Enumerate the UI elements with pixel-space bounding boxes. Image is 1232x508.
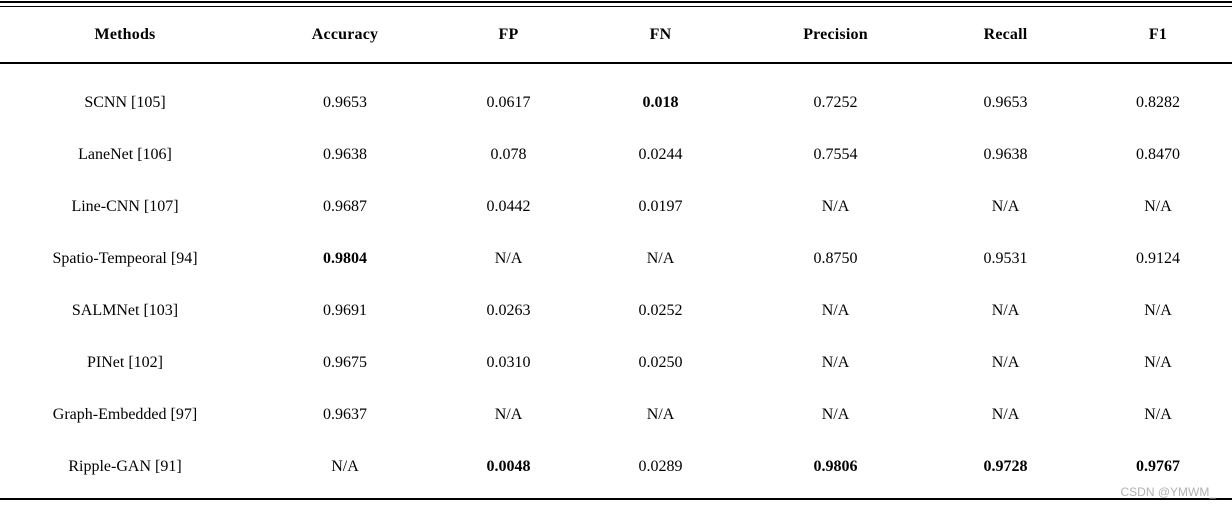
value-cell: N/A [991, 302, 1020, 319]
table-header-row: Methods Accuracy FP FN Precision Recall … [0, 7, 1232, 64]
value-cell: 0.8750 [813, 250, 858, 267]
value-cell: 0.0244 [638, 146, 683, 163]
value-cell: 0.8282 [1136, 94, 1180, 111]
table-row: PINet [102] 0.9675 0.0310 0.0250 N/A N/A N/A [0, 337, 1232, 389]
column-header-f1: F1 [1084, 7, 1232, 64]
column-header-methods: Methods [0, 7, 250, 64]
value-cell: 0.9531 [983, 250, 1028, 267]
value-cell: 0.8470 [1136, 146, 1180, 163]
value-cell: 0.018 [642, 94, 679, 111]
value-cell: 0.0289 [638, 458, 683, 475]
method-cell: Spatio-Tempeoral [94] [52, 250, 198, 267]
value-cell: N/A [494, 250, 523, 267]
results-table: Methods Accuracy FP FN Precision Recall … [0, 7, 1232, 493]
value-cell: N/A [991, 354, 1020, 371]
value-cell: N/A [1144, 302, 1172, 319]
value-cell: 0.9804 [323, 250, 367, 267]
value-cell: N/A [821, 406, 850, 423]
value-cell: N/A [646, 406, 675, 423]
value-cell: 0.0310 [486, 354, 531, 371]
value-cell: 0.078 [490, 146, 527, 163]
value-cell: 0.7554 [813, 146, 858, 163]
value-cell: N/A [821, 354, 850, 371]
value-cell: 0.9691 [323, 302, 367, 319]
value-cell: 0.0252 [638, 302, 683, 319]
table-top-rule-thin [0, 6, 1232, 7]
method-cell: Graph-Embedded [97] [52, 406, 198, 423]
table-row: SCNN [105] 0.9653 0.0617 0.018 0.7252 0.9653 0… [0, 77, 1232, 129]
table-row: Spatio-Tempeoral [94] 0.9804 N/A N/A 0.8750 0… [0, 233, 1232, 285]
method-cell: SCNN [105] [84, 94, 166, 111]
table-body: SCNN [105] 0.9653 0.0617 0.018 0.7252 0.9653 0… [0, 63, 1232, 493]
value-cell: 0.9675 [323, 354, 367, 371]
csdn-watermark: CSDN @YMWM_ [1120, 485, 1216, 499]
table-row: Ripple-GAN [91] N/A 0.0048 0.0289 0.9806 0.97… [0, 441, 1232, 493]
value-cell: 0.0197 [638, 198, 683, 215]
column-header-accuracy: Accuracy [250, 7, 440, 64]
table-bottom-rule [0, 498, 1232, 500]
value-cell: 0.9638 [983, 146, 1028, 163]
value-cell: N/A [1144, 354, 1172, 371]
value-cell: N/A [494, 406, 523, 423]
method-cell: PINet [102] [87, 354, 163, 371]
column-header-recall: Recall [927, 7, 1084, 64]
value-cell: 0.7252 [813, 94, 858, 111]
value-cell: 0.9653 [983, 94, 1028, 111]
method-cell: LaneNet [106] [78, 146, 172, 163]
column-header-fn: FN [577, 7, 744, 64]
method-cell: SALMNet [103] [71, 302, 179, 319]
value-cell: 0.0442 [486, 198, 531, 215]
table-row: SALMNet [103] 0.9691 0.0263 0.0252 N/A N/A N/A [0, 285, 1232, 337]
value-cell: 0.0263 [486, 302, 531, 319]
value-cell: N/A [1144, 406, 1172, 423]
value-cell: N/A [1144, 198, 1172, 215]
table-row: Graph-Embedded [97] 0.9637 N/A N/A N/A N/A N/A [0, 389, 1232, 441]
table-top-rule-thick [0, 1, 1232, 3]
column-header-fp: FP [440, 7, 577, 64]
table-row: LaneNet [106] 0.9638 0.078 0.0244 0.7554 0.96… [0, 129, 1232, 181]
value-cell: N/A [821, 198, 850, 215]
value-cell: N/A [331, 458, 359, 475]
value-cell: 0.9687 [323, 198, 367, 215]
value-cell: N/A [646, 250, 675, 267]
value-cell: 0.0250 [638, 354, 683, 371]
value-cell: 0.0048 [486, 458, 531, 475]
column-header-precision: Precision [744, 7, 927, 64]
value-cell: 0.9637 [323, 406, 367, 423]
value-cell: 0.9653 [323, 94, 367, 111]
value-cell: N/A [821, 302, 850, 319]
table-row: Line-CNN [107] 0.9687 0.0442 0.0197 N/A N/A N/… [0, 181, 1232, 233]
value-cell: 0.0617 [486, 94, 531, 111]
value-cell: N/A [991, 406, 1020, 423]
value-cell: 0.9124 [1136, 250, 1180, 267]
value-cell: 0.9638 [323, 146, 367, 163]
value-cell: 0.9767 [1136, 458, 1180, 475]
value-cell: N/A [991, 198, 1020, 215]
value-cell: 0.9728 [983, 458, 1028, 475]
method-cell: Line-CNN [107] [71, 198, 179, 215]
method-cell: Ripple-GAN [91] [68, 458, 182, 475]
value-cell: 0.9806 [813, 458, 858, 475]
